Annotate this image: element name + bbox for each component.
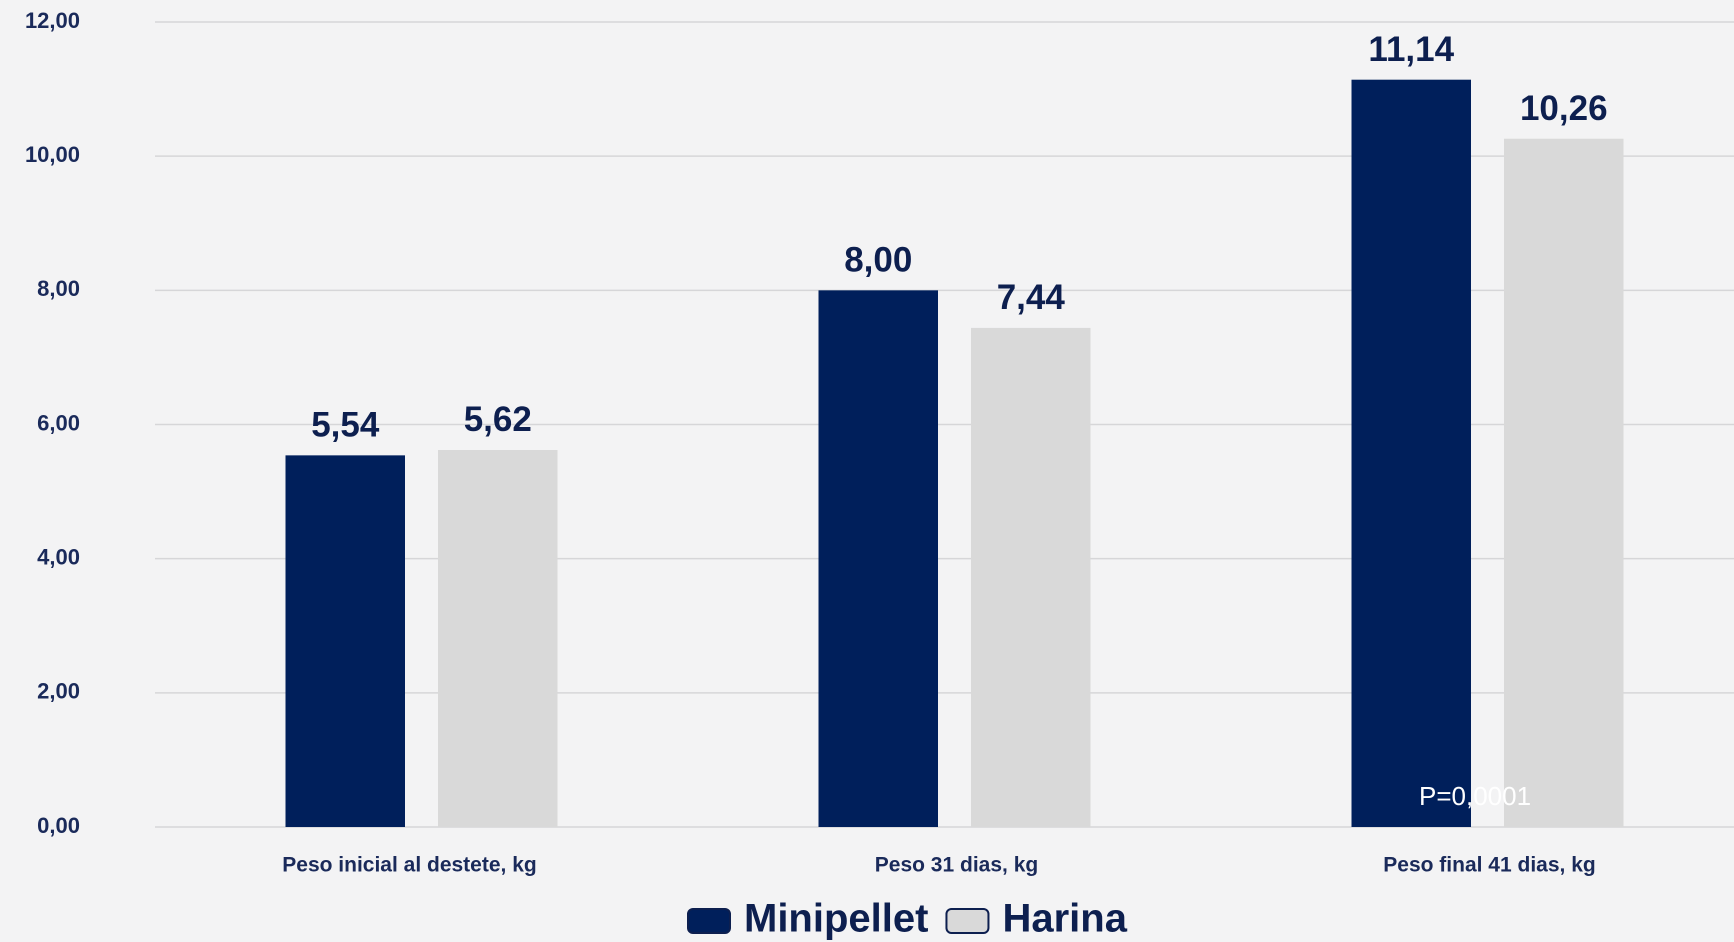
bar xyxy=(1351,79,1471,828)
legend-swatch xyxy=(945,908,990,934)
value-label: 5,54 xyxy=(311,406,380,445)
annotation: P=0,0001 xyxy=(1419,781,1531,811)
y-tick-label: 4,00 xyxy=(37,544,80,569)
y-tick-label: 8,00 xyxy=(37,276,80,301)
bar xyxy=(285,455,405,827)
value-label: 11,14 xyxy=(1368,30,1454,69)
y-tick-label: 12,00 xyxy=(25,8,80,33)
bar xyxy=(438,449,558,827)
x-tick-label: Peso inicial al destete, kg xyxy=(282,854,536,877)
bar xyxy=(1504,138,1624,828)
legend-swatch xyxy=(687,908,731,934)
y-tick-label: 2,00 xyxy=(37,679,80,704)
value-label: 8,00 xyxy=(844,241,912,280)
value-label: 7,44 xyxy=(997,278,1066,317)
legend-label: Harina xyxy=(1002,897,1127,941)
y-tick-label: 6,00 xyxy=(37,410,80,435)
value-label: 10,26 xyxy=(1520,89,1608,128)
y-tick-label: 0,00 xyxy=(37,813,80,838)
legend-label: Minipellet xyxy=(744,897,928,941)
bar xyxy=(818,290,938,827)
bar xyxy=(971,327,1091,827)
y-tick-label: 10,00 xyxy=(25,142,80,167)
x-tick-label: Peso 31 dias, kg xyxy=(875,854,1038,877)
x-tick-label: Peso final 41 dias, kg xyxy=(1383,854,1595,877)
value-label: 5,62 xyxy=(464,400,532,439)
